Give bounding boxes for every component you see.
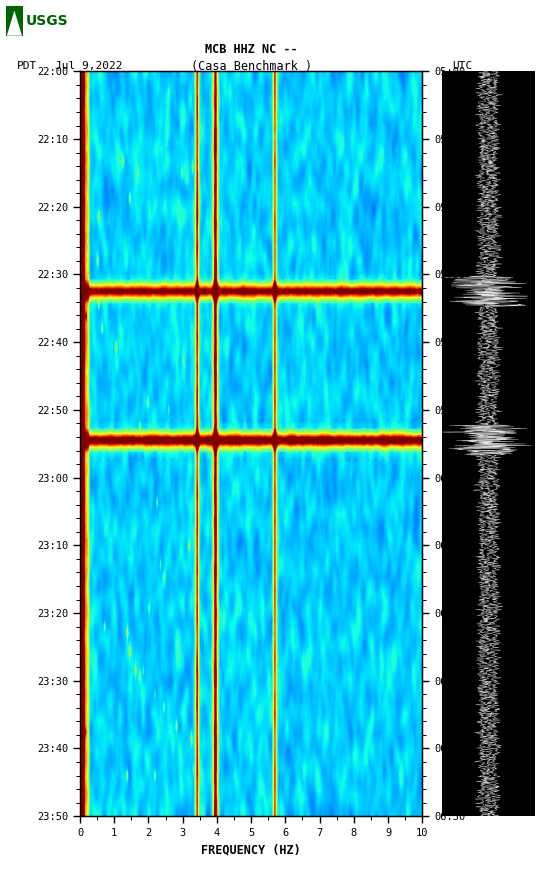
Text: (Casa Benchmark ): (Casa Benchmark ) — [190, 60, 312, 72]
Bar — [6, 6, 23, 36]
Text: PDT: PDT — [17, 61, 37, 71]
X-axis label: FREQUENCY (HZ): FREQUENCY (HZ) — [201, 844, 301, 856]
Text: MCB HHZ NC --: MCB HHZ NC -- — [205, 44, 298, 56]
Text: UTC: UTC — [453, 61, 473, 71]
Polygon shape — [7, 11, 22, 36]
Text: Jul 9,2022: Jul 9,2022 — [55, 61, 123, 71]
Text: USGS: USGS — [26, 14, 68, 28]
